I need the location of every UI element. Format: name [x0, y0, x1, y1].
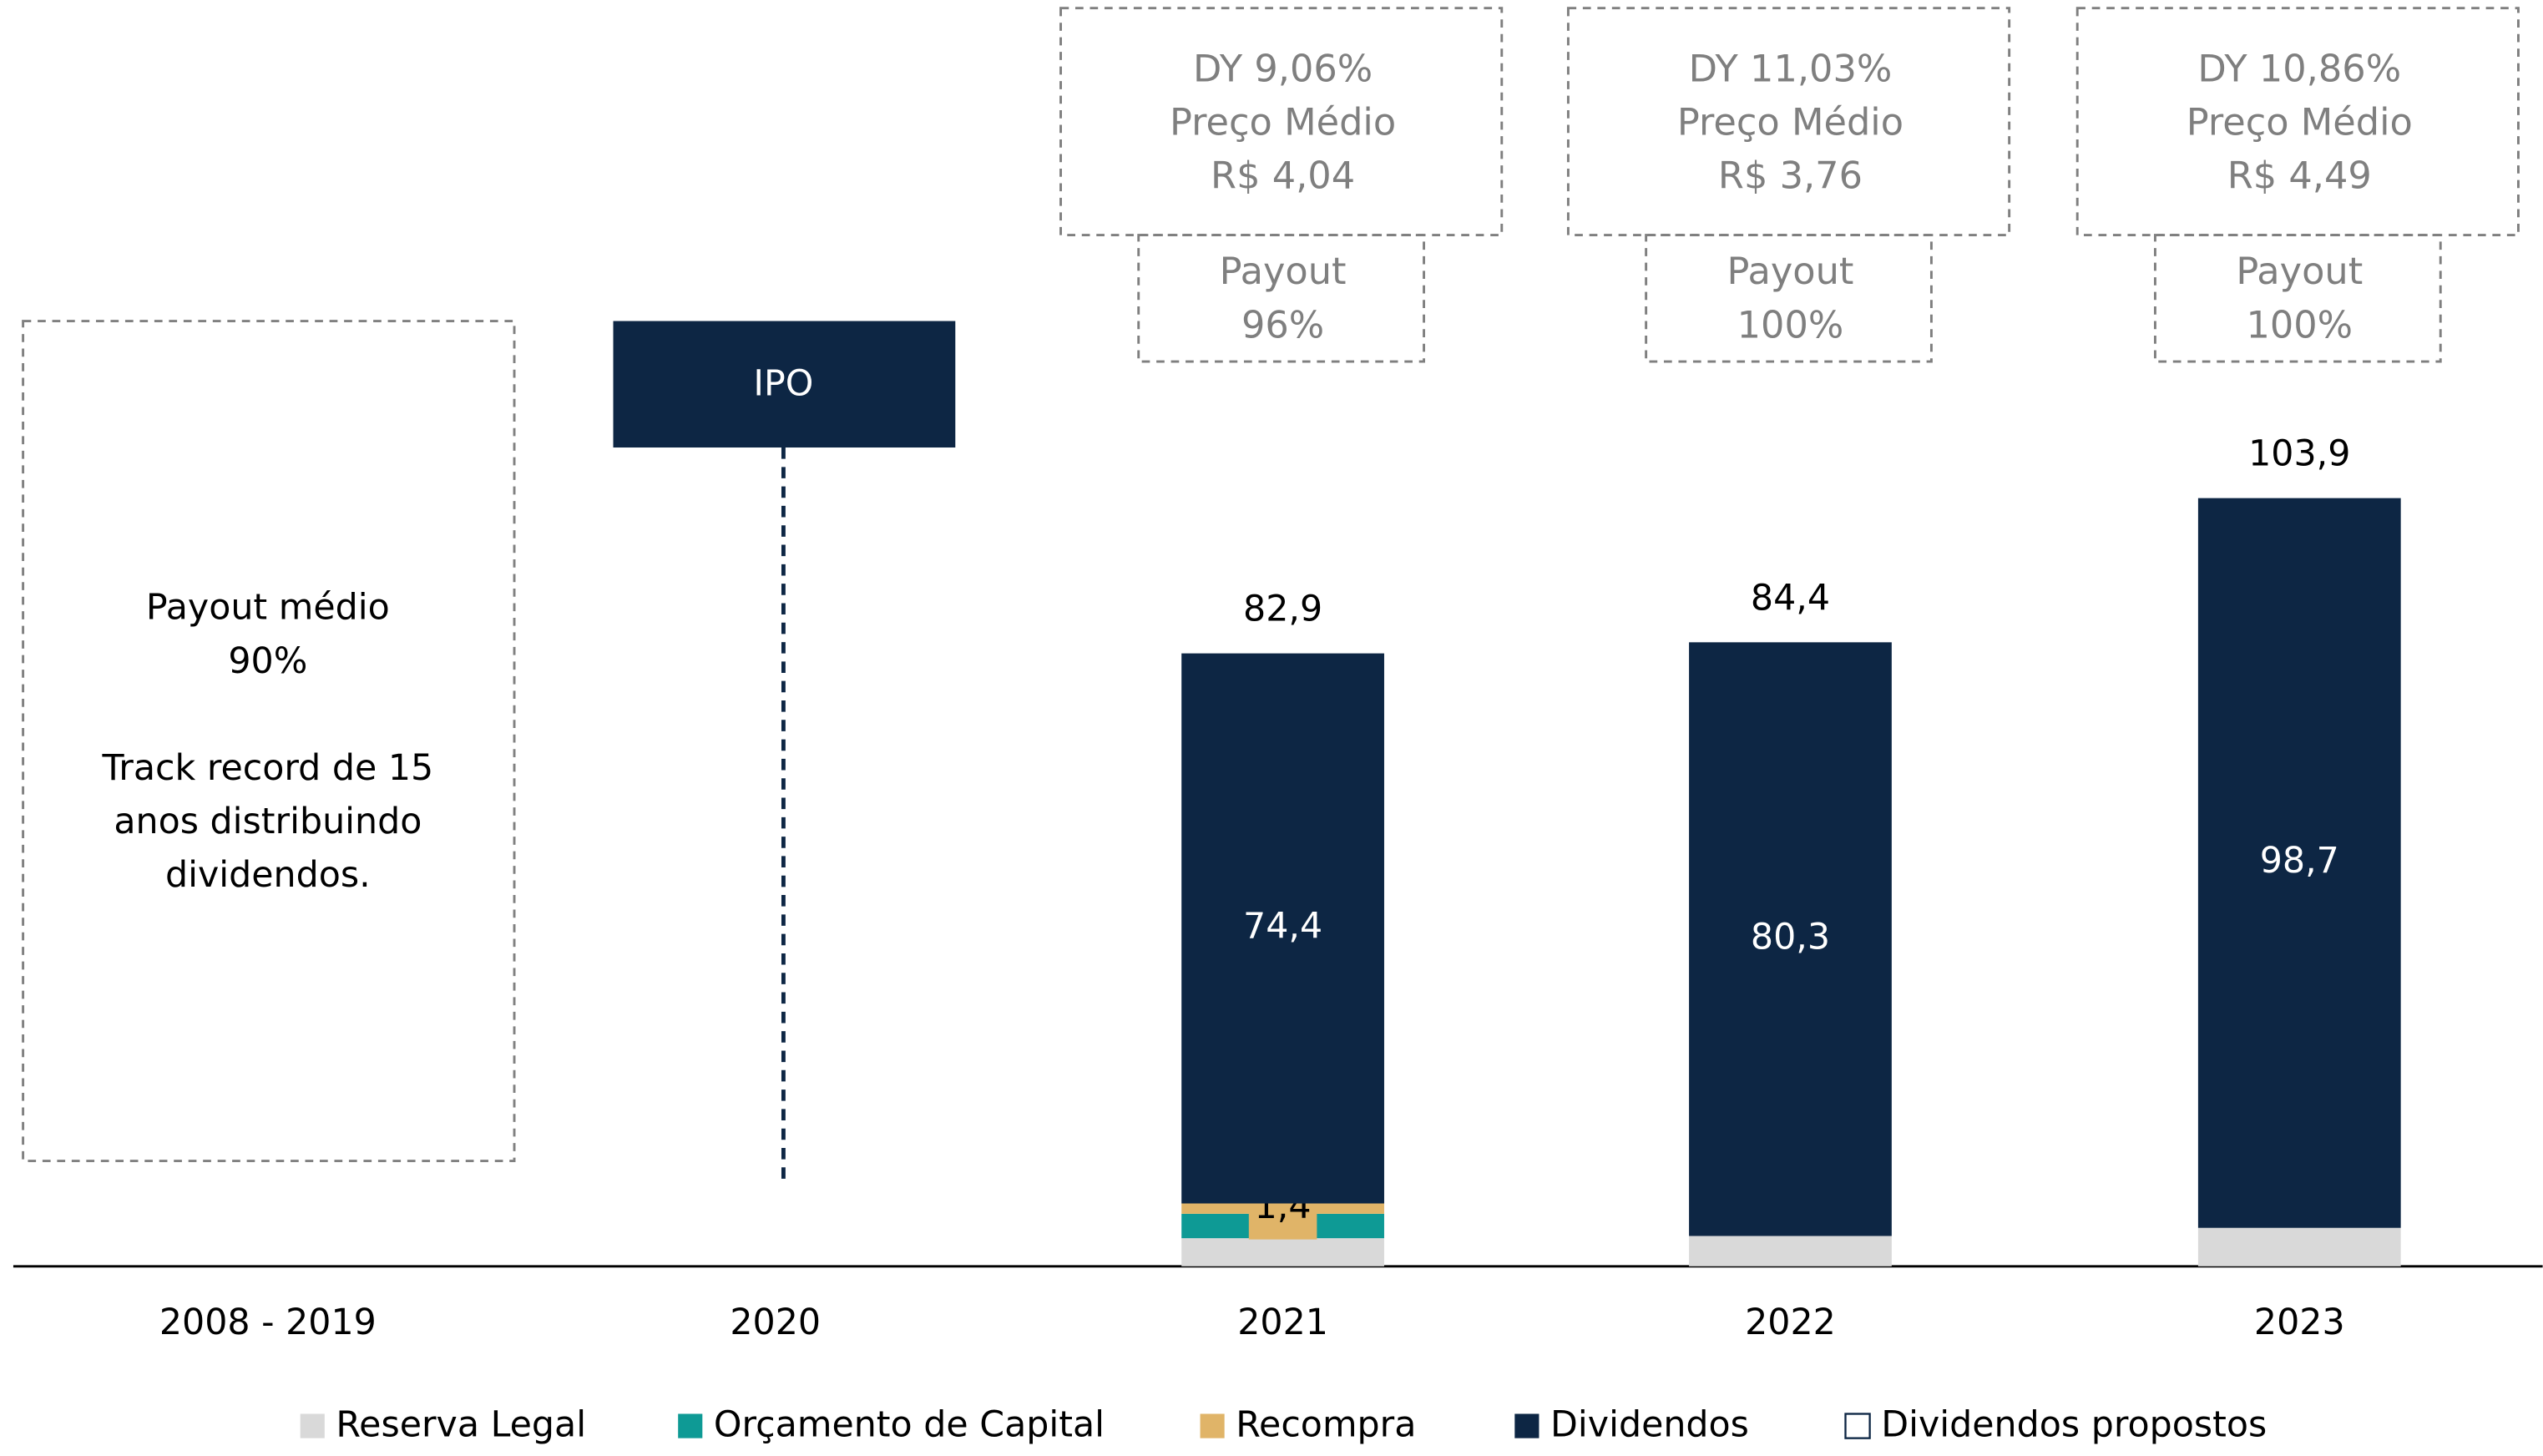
payout-text: Payout	[2236, 250, 2363, 293]
total-label: 84,4	[1751, 577, 1830, 619]
history-text: anos distribuindo	[114, 801, 422, 842]
payout-text: Payout	[1220, 250, 1347, 293]
legend-swatch	[678, 1413, 703, 1438]
bar-segment	[1181, 653, 1384, 1204]
yield-box	[2075, 7, 2520, 237]
legend-label: Recompra	[1236, 1404, 1416, 1446]
payout-text: 100%	[1737, 303, 1844, 346]
history-text: Payout médio	[146, 587, 390, 629]
x-tick-label: 2020	[730, 1302, 821, 1343]
yield-text: DY 9,06%	[1193, 47, 1373, 90]
yield-text: DY 11,03%	[1689, 47, 1893, 90]
yield-text: DY 10,86%	[2197, 47, 2401, 90]
ipo-label: IPO	[753, 363, 813, 405]
legend-swatch	[1514, 1413, 1539, 1438]
ipo-box	[613, 321, 956, 448]
value-label: 74,4	[1243, 906, 1322, 948]
bar-segment	[2197, 498, 2401, 1228]
bar-segment	[1689, 642, 1892, 1236]
legend-label: Dividendos	[1550, 1404, 1749, 1446]
legend-swatch	[1844, 1413, 1871, 1439]
x-tick-label: 2023	[2254, 1302, 2345, 1343]
payout-text: Payout	[1727, 250, 1854, 293]
yield-text: R$ 3,76	[1718, 154, 1863, 198]
payout-box	[2153, 234, 2442, 363]
history-text: Track record de 15	[101, 747, 433, 789]
legend-swatch	[300, 1413, 325, 1438]
bar-segment	[2197, 1227, 2401, 1266]
bar-segment	[1689, 1236, 1892, 1266]
legend-label: Reserva Legal	[336, 1404, 586, 1446]
legend-label: Dividendos propostos	[1881, 1404, 2267, 1446]
x-tick-label: 2008 - 2019	[159, 1302, 377, 1343]
legend-label: Orçamento de Capital	[714, 1404, 1105, 1446]
history-text: 90%	[228, 640, 307, 682]
yield-text: R$ 4,04	[1211, 154, 1355, 198]
legend-swatch	[1200, 1413, 1225, 1438]
history-box	[22, 320, 516, 1162]
value-label: 98,7	[2260, 840, 2339, 882]
payout-text: 100%	[2246, 303, 2353, 346]
value-label: 80,3	[1751, 916, 1830, 958]
yield-text: Preço Médio	[1677, 101, 1903, 144]
payout-text: 96%	[1241, 303, 1324, 346]
payout-box	[1645, 234, 1933, 363]
bar-segment	[1181, 1238, 1384, 1266]
yield-box	[1059, 7, 1504, 237]
total-label: 82,9	[1243, 589, 1322, 630]
history-text: dividendos.	[165, 854, 371, 896]
total-label: 103,9	[2248, 433, 2350, 475]
x-tick-label: 2022	[1745, 1302, 1836, 1343]
yield-text: Preço Médio	[2187, 101, 2413, 144]
yield-text: Preço Médio	[1170, 101, 1396, 144]
yield-text: R$ 4,49	[2227, 154, 2372, 198]
payout-box	[1137, 234, 1426, 363]
yield-box	[1566, 7, 2011, 237]
x-tick-label: 2021	[1237, 1302, 1328, 1343]
